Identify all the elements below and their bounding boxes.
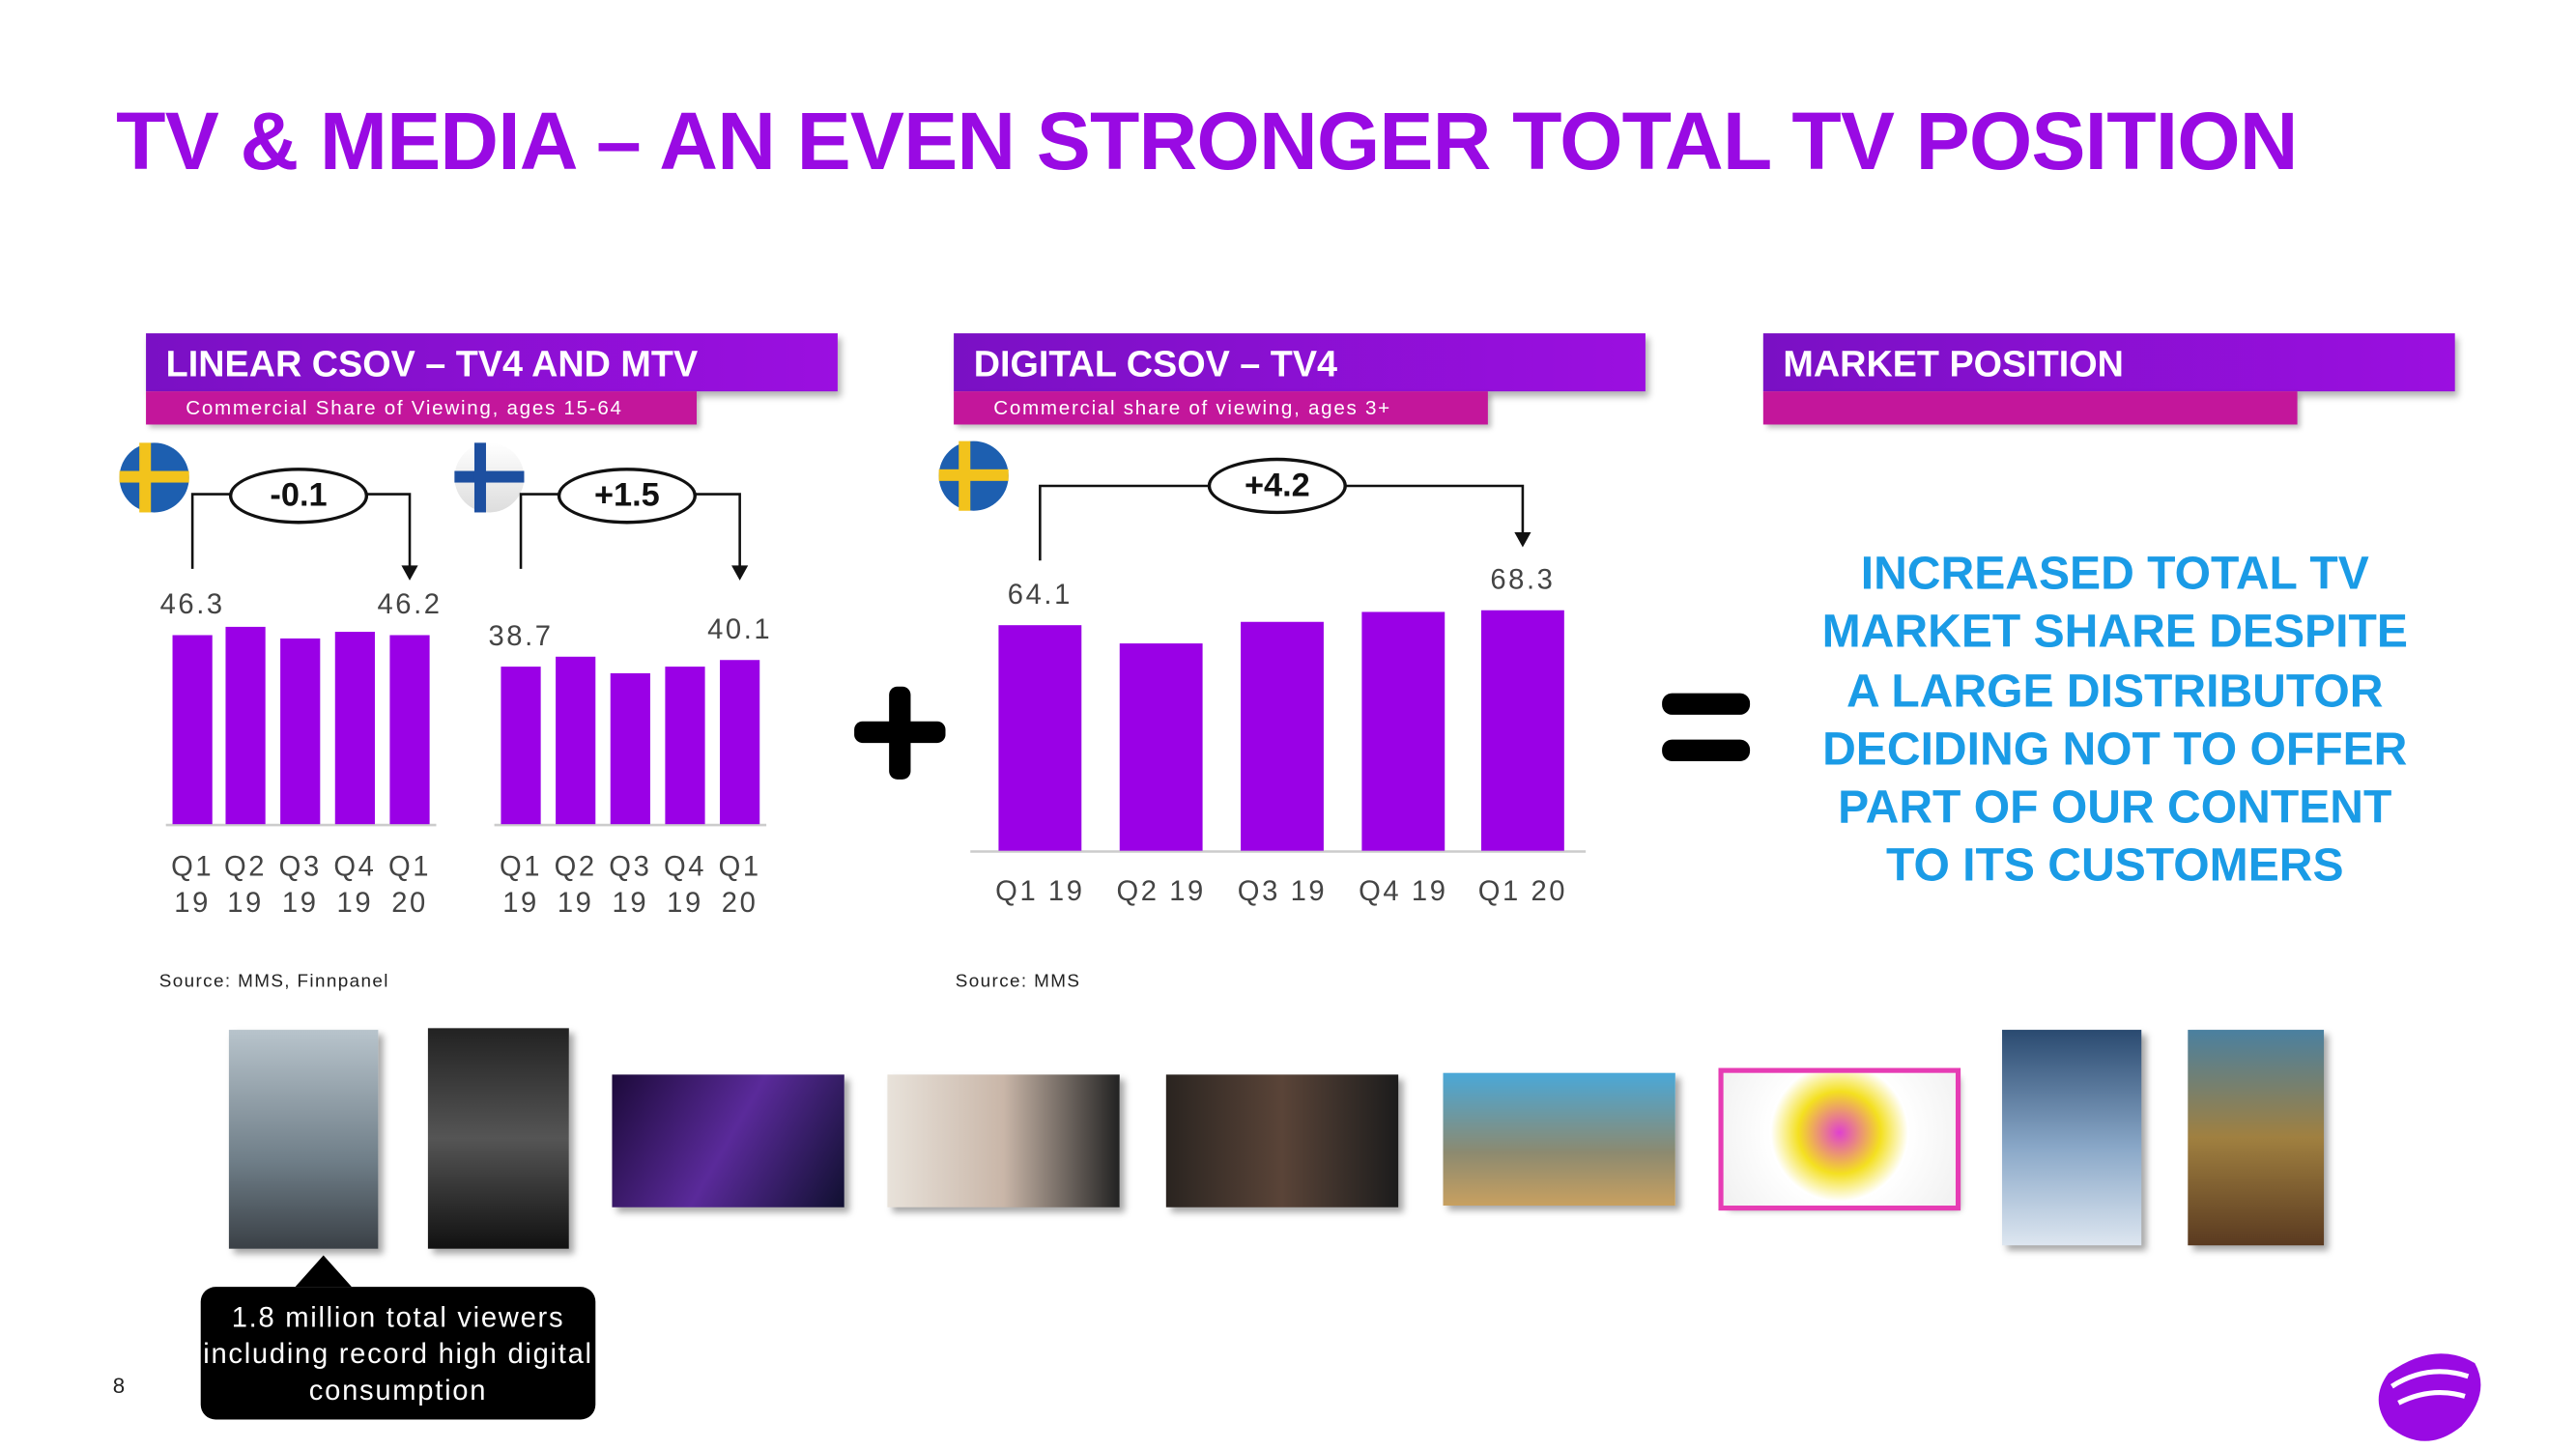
show-poster [887,1074,1120,1208]
change-annotation: +4.2 [1207,457,1347,515]
bar [172,635,213,825]
panel-header: MARKET POSITION [1762,333,2455,392]
x-tick-label: Q2 19 [1116,875,1206,908]
x-tick-label: Q4 19 [333,850,377,920]
value-label: 46.2 [377,588,443,621]
slide-title: TV & MEDIA – AN EVEN STRONGER TOTAL TV P… [116,98,2298,187]
value-label: 40.1 [707,613,773,645]
value-label: 46.3 [159,588,225,620]
x-tick-label: Q1 20 [1477,875,1568,908]
bar [389,635,430,825]
x-tick-label: Q1 19 [995,875,1085,908]
x-tick-label: Q1 20 [718,850,761,920]
change-arrow [1514,532,1531,548]
panel-strip [1762,391,2298,425]
callout-line: 1.8 million total viewers [231,1301,565,1334]
x-tick-label: Q3 19 [1237,875,1328,908]
equals-sign [1662,693,1751,761]
bar [225,626,266,825]
x-tick-label: Q4 19 [663,850,707,920]
flag-sweden [119,442,189,513]
panel-subtitle: Commercial Share of Viewing, ages 15-64 [146,391,698,425]
bar [556,657,596,825]
x-tick-label: Q2 19 [554,850,597,920]
source-note: Source: MMS, Finnpanel [158,971,389,992]
market-text-line: MARKET SHARE DESPITE [1821,606,2408,658]
bar [998,624,1082,851]
page-number: 8 [112,1373,126,1399]
panel-header: LINEAR CSOV – TV4 AND MTV [146,333,838,392]
change-annotation: -0.1 [228,468,369,525]
show-poster [1165,1074,1399,1208]
x-tick-label: Q1 20 [387,850,432,920]
show-poster [228,1030,379,1249]
show-poster [2002,1030,2142,1246]
x-tick-label: Q1 19 [499,850,543,920]
x-tick-label: Q3 19 [609,850,652,920]
bar [720,660,760,825]
show-poster [427,1028,569,1249]
show-poster [1718,1067,1961,1211]
callout-pointer [295,1255,352,1288]
value-label: 68.3 [1490,563,1556,596]
show-poster [1443,1072,1675,1207]
x-tick-label: Q1 19 [171,850,215,920]
market-text-line: A LARGE DISTRIBUTOR [1846,664,2384,716]
bar [280,638,321,825]
value-label: 38.7 [488,619,554,651]
panel-header: DIGITAL CSOV – TV4 [954,333,1646,392]
market-text-line: PART OF OUR CONTENT [1838,781,2392,834]
bar [610,673,650,825]
bar [665,666,705,825]
x-tick-label: Q2 19 [224,850,268,920]
callout-line: consumption [308,1375,488,1406]
market-text-line: INCREASED TOTAL TV [1860,547,2369,599]
bar [334,631,375,825]
x-tick-label: Q3 19 [278,850,322,920]
flag-sweden [938,440,1009,511]
market-text: INCREASED TOTAL TV MARKET SHARE DESPITE A … [1783,544,2447,895]
plus-sign [854,686,946,780]
x-tick-label: Q4 19 [1359,875,1448,908]
callout-line: including record high digital [203,1338,593,1370]
flag-finland [454,442,525,513]
bar [1119,642,1203,851]
panel-subtitle: Commercial share of viewing, ages 3+ [954,391,1488,425]
market-text-line: TO ITS CUSTOMERS [1885,839,2344,892]
show-poster [2188,1030,2325,1246]
callout: 1.8 million total viewers including recor… [200,1287,596,1420]
bar [501,666,541,825]
bar [1361,611,1445,851]
value-label: 64.1 [1007,578,1073,611]
market-text-line: DECIDING NOT TO OFFER [1822,723,2408,775]
source-note: Source: MMS [955,971,1081,992]
change-arrow [731,565,749,581]
bar [1480,610,1564,851]
change-arrow [401,565,418,581]
logo [2378,1353,2481,1441]
show-poster [612,1074,844,1208]
logo-stroke [2390,1369,2470,1406]
change-annotation: +1.5 [557,468,698,525]
bar [1241,621,1324,851]
